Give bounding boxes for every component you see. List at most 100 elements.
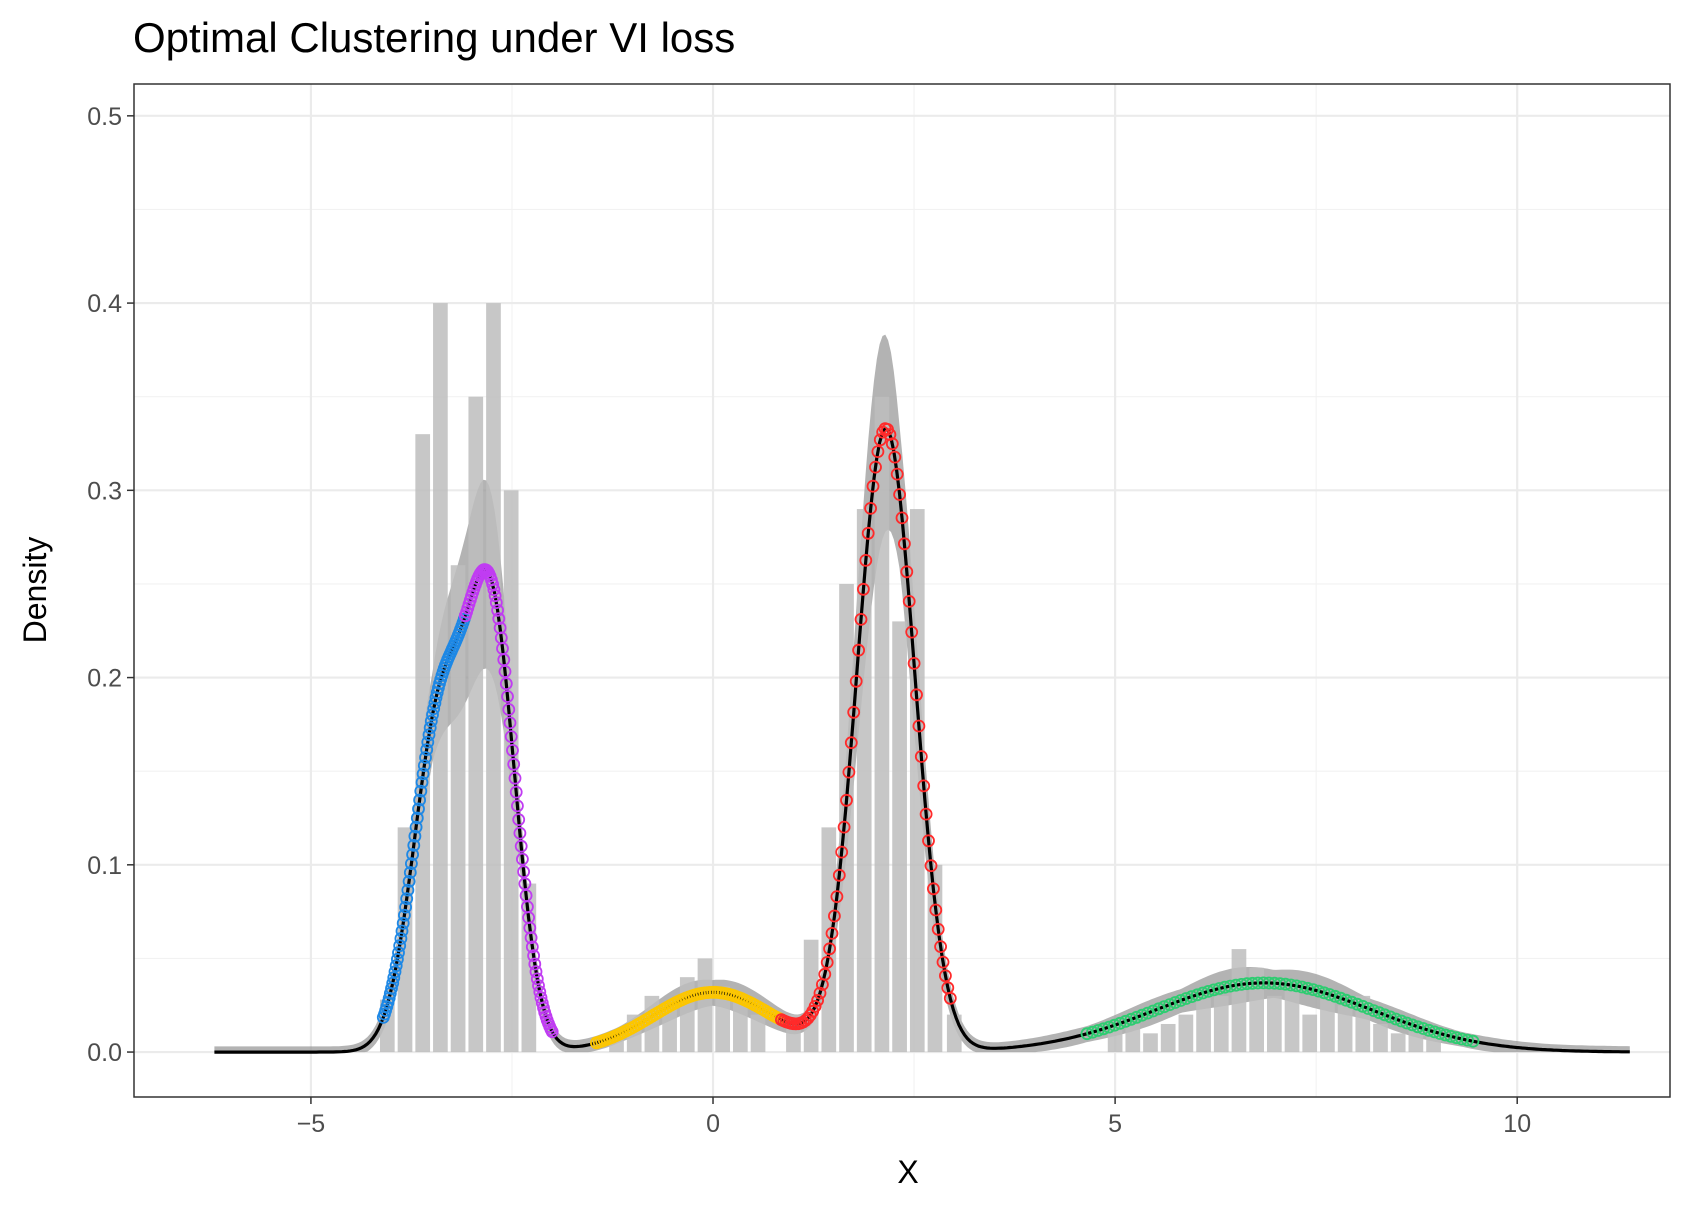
histogram-bar (1373, 1023, 1388, 1053)
cluster-point (410, 811, 424, 825)
cluster-point (852, 643, 865, 657)
cluster-point (1190, 988, 1204, 1002)
cluster-point (390, 952, 404, 966)
cluster-point (396, 916, 410, 930)
cluster-point (849, 674, 863, 688)
cluster-point (927, 882, 940, 896)
y-tick-label: 0.5 (87, 103, 122, 131)
cluster-point (1405, 1018, 1419, 1032)
y-tick-label: 0.3 (87, 477, 122, 505)
cluster-point (811, 994, 824, 1007)
cluster-point (1416, 1022, 1430, 1035)
cluster-point (393, 939, 407, 953)
cluster-point (919, 807, 933, 821)
cluster-point (409, 820, 423, 834)
histogram-bar (1337, 1005, 1353, 1053)
histogram-bar (468, 396, 484, 1053)
cluster-point (825, 927, 839, 940)
cluster-point (898, 537, 911, 551)
cluster-point (1378, 1008, 1392, 1022)
cluster-point (528, 957, 542, 971)
cluster-point (1119, 1014, 1132, 1028)
cluster-group (775, 422, 957, 1031)
histogram-bar (503, 490, 519, 1053)
cluster-point (1113, 1016, 1127, 1030)
cluster-point (1185, 990, 1199, 1003)
cluster-point (407, 839, 421, 852)
cluster-point (514, 839, 528, 853)
cluster-point (517, 865, 530, 879)
cluster-point (501, 690, 514, 703)
cluster-point (864, 501, 877, 515)
cluster-point (1383, 1010, 1397, 1024)
cluster-point (1179, 992, 1193, 1005)
cluster-point (1356, 999, 1370, 1013)
cluster-point (415, 776, 429, 789)
cluster-point (869, 460, 882, 474)
cluster-point (890, 467, 904, 481)
cluster-point (835, 845, 849, 859)
cluster-point (516, 852, 529, 866)
cluster-point (895, 511, 909, 525)
x-tick-label: 5 (1108, 1110, 1122, 1138)
cluster-point (513, 826, 527, 840)
cluster-point (423, 721, 437, 735)
cluster-point (504, 730, 518, 743)
cluster-point (420, 743, 434, 756)
cluster-point (943, 991, 957, 1005)
cluster-point (1339, 993, 1353, 1007)
histogram-bar (662, 1005, 677, 1053)
cluster-point (507, 757, 521, 771)
cluster-point (394, 932, 408, 945)
cluster-point (412, 802, 425, 816)
y-tick-label: 0.2 (87, 665, 122, 693)
cluster-point (392, 946, 405, 960)
cluster-group (458, 563, 559, 1039)
cluster-point (399, 900, 413, 914)
cluster-point (900, 565, 914, 579)
cluster-point (486, 577, 500, 591)
cluster-point (1102, 1020, 1116, 1034)
cluster-point (491, 603, 505, 617)
cluster-point (389, 959, 403, 973)
cluster-point (527, 949, 540, 963)
cluster-point (492, 612, 506, 626)
cluster-point (414, 784, 428, 798)
cluster-point (421, 735, 435, 749)
histogram-bar (1125, 1023, 1141, 1053)
cluster-point (487, 583, 501, 596)
x-tick-label: −5 (297, 1110, 326, 1138)
cluster-point (1168, 996, 1182, 1009)
histogram-bar (679, 977, 695, 1053)
cluster-point (402, 875, 416, 888)
histogram-bar (1107, 1023, 1123, 1053)
cluster-point (813, 986, 827, 1000)
cluster-point (808, 1000, 822, 1013)
cluster-point (914, 750, 928, 763)
histogram-bar (486, 303, 501, 1053)
cluster-point (1141, 1006, 1154, 1020)
cluster-point (857, 582, 870, 596)
x-axis-title: X (897, 1154, 918, 1190)
cluster-point (832, 868, 846, 882)
cluster-point (1466, 1034, 1480, 1048)
cluster-point (422, 728, 436, 742)
cluster-point (1152, 1002, 1166, 1016)
cluster-point (532, 979, 545, 992)
cluster-point (1389, 1012, 1403, 1026)
cluster-point (1345, 995, 1359, 1009)
cluster-point (424, 714, 438, 728)
cluster-point (506, 744, 519, 757)
cluster-point (1174, 994, 1188, 1007)
cluster-point (842, 765, 856, 779)
cluster-point (511, 799, 524, 813)
histogram-bar (874, 396, 890, 1053)
cluster-point (387, 971, 401, 985)
cluster-point (1135, 1008, 1149, 1022)
cluster-point (395, 924, 409, 938)
cluster-point (509, 785, 523, 799)
cluster-point (1400, 1016, 1414, 1030)
cluster-point (854, 613, 868, 626)
cluster-point (406, 848, 420, 861)
